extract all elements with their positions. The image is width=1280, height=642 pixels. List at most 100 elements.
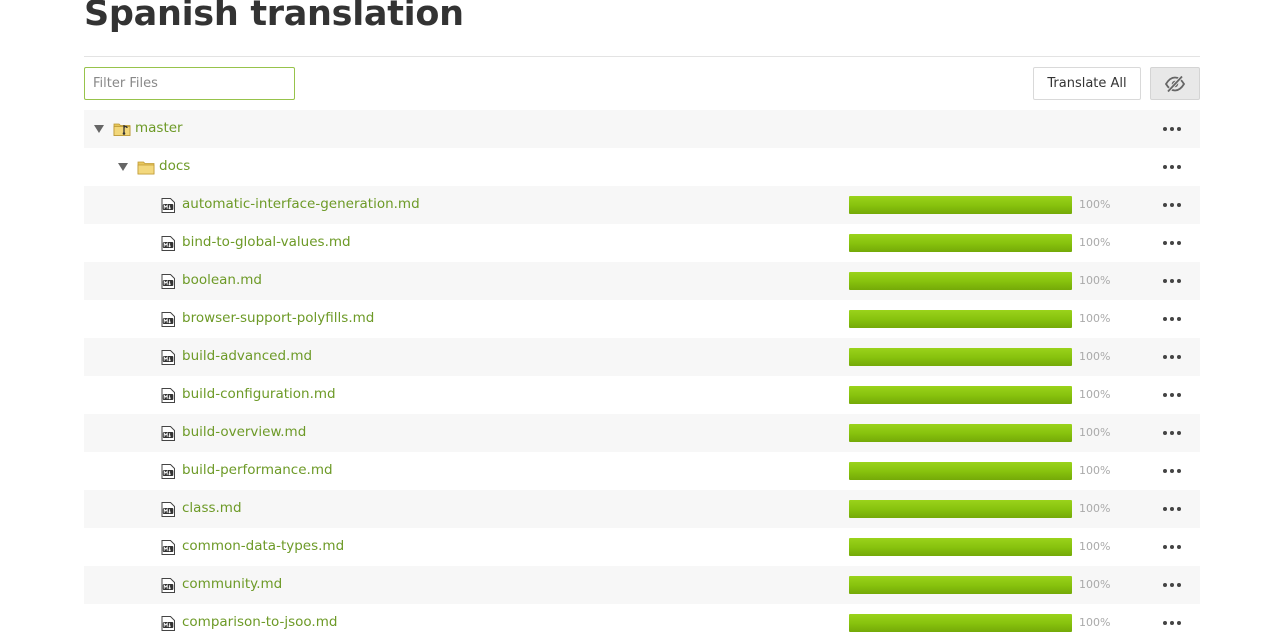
file-name-link[interactable]: bind-to-global-values.md <box>182 234 351 250</box>
markdown-file-icon <box>161 426 175 445</box>
progress-percent: 100% <box>1079 578 1111 591</box>
progress-fill <box>849 310 1072 328</box>
file-row[interactable]: automatic-interface-generation.md 100% <box>84 186 1200 224</box>
dot <box>1170 393 1174 397</box>
dot <box>1177 393 1181 397</box>
translation-progress-bar <box>849 310 1072 328</box>
progress-fill <box>849 462 1072 480</box>
dot <box>1163 621 1167 625</box>
filter-files-input[interactable] <box>84 67 295 100</box>
progress-fill <box>849 386 1072 404</box>
file-name-link[interactable]: build-configuration.md <box>182 386 336 402</box>
translation-progress-bar <box>849 462 1072 480</box>
more-options-button[interactable] <box>1160 346 1184 368</box>
translation-progress-bar <box>849 272 1072 290</box>
dot <box>1170 241 1174 245</box>
more-options-button[interactable] <box>1160 232 1184 254</box>
dot <box>1163 355 1167 359</box>
progress-percent: 100% <box>1079 236 1111 249</box>
more-options-button[interactable] <box>1160 422 1184 444</box>
eye-slash-icon <box>1164 74 1186 93</box>
dot <box>1163 431 1167 435</box>
file-name-link[interactable]: browser-support-polyfills.md <box>182 310 375 326</box>
dot <box>1177 507 1181 511</box>
file-name-link[interactable]: community.md <box>182 576 283 592</box>
translation-progress-bar <box>849 576 1072 594</box>
more-options-button[interactable] <box>1160 460 1184 482</box>
page-title: Spanish translation <box>84 0 464 34</box>
progress-percent: 100% <box>1079 312 1111 325</box>
file-row[interactable]: build-overview.md 100% <box>84 414 1200 452</box>
file-name-link[interactable]: class.md <box>182 500 242 516</box>
caret-down-icon[interactable] <box>118 163 128 171</box>
dot <box>1170 127 1174 131</box>
more-options-button[interactable] <box>1160 498 1184 520</box>
more-options-button[interactable] <box>1160 612 1184 634</box>
dot <box>1163 317 1167 321</box>
file-row[interactable]: bind-to-global-values.md 100% <box>84 224 1200 262</box>
file-name-link[interactable]: build-advanced.md <box>182 348 313 364</box>
tree-row-branch[interactable]: master <box>84 110 1200 148</box>
progress-percent: 100% <box>1079 426 1111 439</box>
file-name-link[interactable]: automatic-interface-generation.md <box>182 196 420 212</box>
dot <box>1163 127 1167 131</box>
file-name-link[interactable]: build-overview.md <box>182 424 307 440</box>
dot <box>1170 507 1174 511</box>
more-options-button[interactable] <box>1160 574 1184 596</box>
file-row[interactable]: comparison-to-jsoo.md 100% <box>84 604 1200 642</box>
dot <box>1163 393 1167 397</box>
dot <box>1163 545 1167 549</box>
progress-percent: 100% <box>1079 502 1111 515</box>
markdown-file-icon <box>161 236 175 255</box>
more-options-button[interactable] <box>1160 118 1184 140</box>
file-row[interactable]: boolean.md 100% <box>84 262 1200 300</box>
progress-fill <box>849 500 1072 518</box>
more-options-button[interactable] <box>1160 156 1184 178</box>
translation-progress-bar <box>849 196 1072 214</box>
dot <box>1177 203 1181 207</box>
translation-progress-bar <box>849 614 1072 632</box>
file-name-link[interactable]: build-performance.md <box>182 462 333 478</box>
file-row[interactable]: build-advanced.md 100% <box>84 338 1200 376</box>
more-options-button[interactable] <box>1160 270 1184 292</box>
markdown-file-icon <box>161 616 175 635</box>
dot <box>1163 583 1167 587</box>
more-options-button[interactable] <box>1160 194 1184 216</box>
dot <box>1163 507 1167 511</box>
dot <box>1177 165 1181 169</box>
folder-icon <box>137 160 155 179</box>
file-row[interactable]: class.md 100% <box>84 490 1200 528</box>
progress-fill <box>849 614 1072 632</box>
dot <box>1177 241 1181 245</box>
file-name-link[interactable]: boolean.md <box>182 272 262 288</box>
file-row[interactable]: build-performance.md 100% <box>84 452 1200 490</box>
more-options-button[interactable] <box>1160 536 1184 558</box>
file-row[interactable]: community.md 100% <box>84 566 1200 604</box>
dot <box>1170 355 1174 359</box>
file-name-link[interactable]: common-data-types.md <box>182 538 345 554</box>
progress-fill <box>849 196 1072 214</box>
folder-label[interactable]: docs <box>159 158 191 174</box>
file-name-link[interactable]: comparison-to-jsoo.md <box>182 614 338 630</box>
file-row[interactable]: common-data-types.md 100% <box>84 528 1200 566</box>
dot <box>1177 583 1181 587</box>
translation-progress-bar <box>849 500 1072 518</box>
markdown-file-icon <box>161 540 175 559</box>
file-row[interactable]: build-configuration.md 100% <box>84 376 1200 414</box>
dot <box>1170 279 1174 283</box>
dot <box>1177 469 1181 473</box>
dot <box>1163 165 1167 169</box>
translation-progress-bar <box>849 538 1072 556</box>
translation-progress-bar <box>849 424 1072 442</box>
toggle-hidden-button[interactable] <box>1150 67 1200 100</box>
markdown-file-icon <box>161 274 175 293</box>
tree-row-folder[interactable]: docs <box>84 148 1200 186</box>
translate-all-button[interactable]: Translate All <box>1033 67 1141 100</box>
more-options-button[interactable] <box>1160 384 1184 406</box>
branch-label[interactable]: master <box>135 120 183 136</box>
dot <box>1170 203 1174 207</box>
caret-down-icon[interactable] <box>94 125 104 133</box>
file-row[interactable]: browser-support-polyfills.md 100% <box>84 300 1200 338</box>
more-options-button[interactable] <box>1160 308 1184 330</box>
dot <box>1177 317 1181 321</box>
